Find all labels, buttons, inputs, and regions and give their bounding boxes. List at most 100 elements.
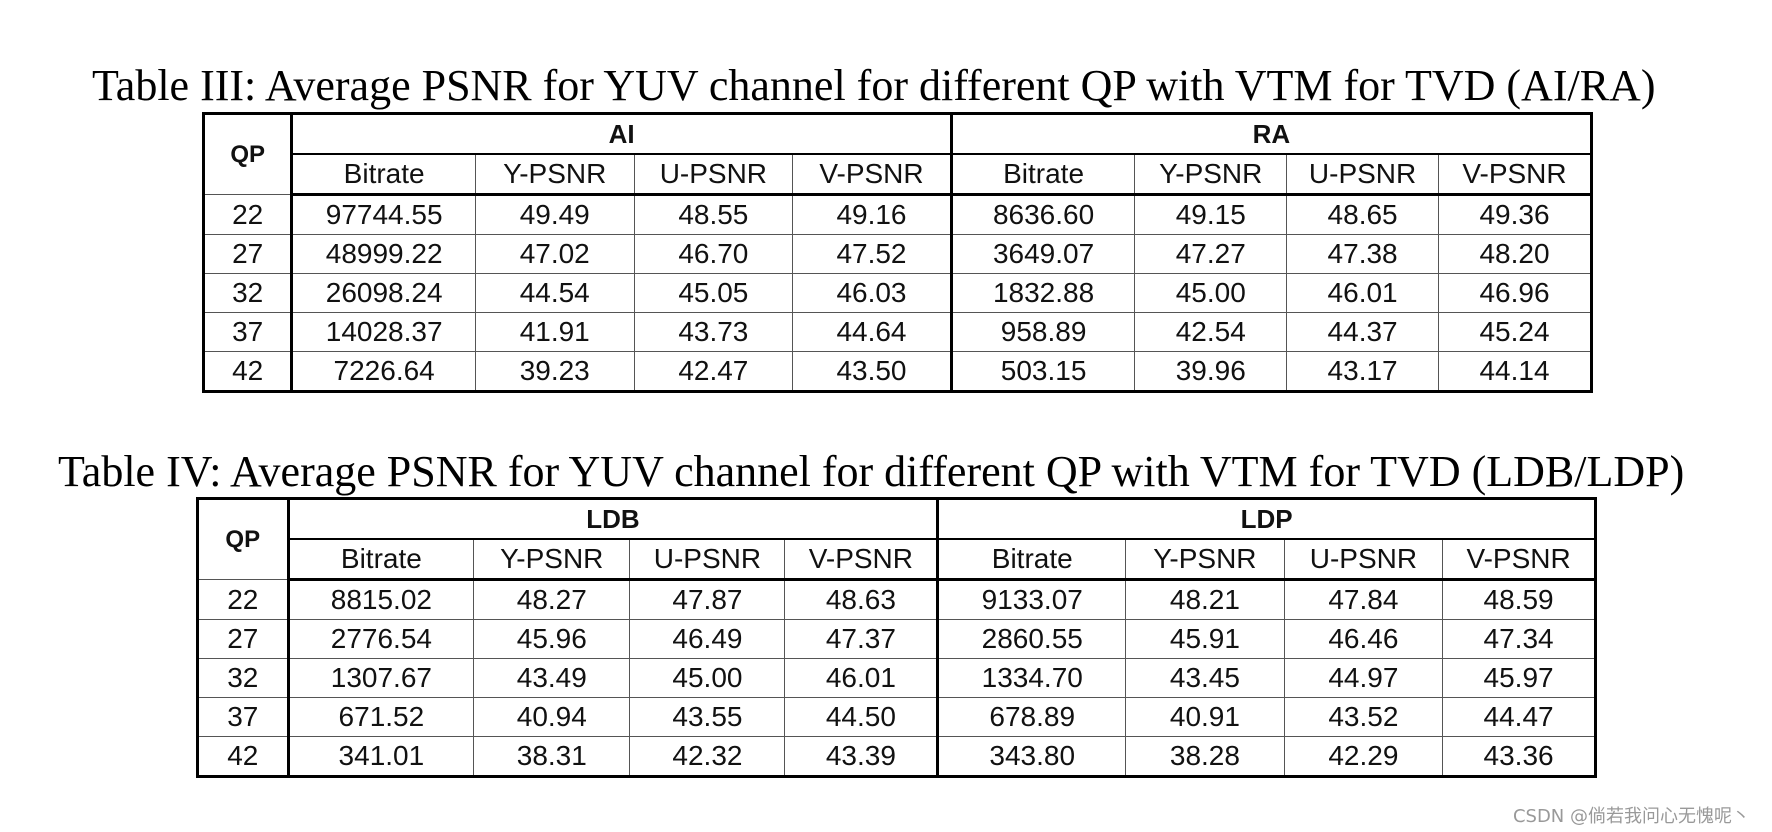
value-cell: 26098.24	[291, 273, 476, 313]
value-cell: 48.59	[1442, 579, 1596, 620]
value-cell: 8815.02	[287, 579, 475, 620]
psnr-table-ai-ra: QP AI RA Bitrate Y-PSNR U-PSNR V-PSNR Bitrate Y-…	[202, 112, 1593, 393]
value-cell: 44.97	[1283, 658, 1444, 698]
column-header: V-PSNR	[1442, 538, 1596, 581]
value-cell: 48.55	[633, 194, 794, 235]
value-cell: 48.65	[1286, 194, 1439, 235]
column-header: U-PSNR	[1286, 153, 1439, 196]
qp-cell: 42	[197, 736, 290, 777]
qp-cell: 27	[197, 619, 290, 659]
column-header-row: Bitrate Y-PSNR U-PSNR V-PSNR Bitrate Y-PSNR U-…	[204, 153, 1592, 196]
value-cell: 43.36	[1442, 736, 1596, 777]
value-cell: 48.27	[473, 579, 631, 620]
column-header: V-PSNR	[792, 153, 953, 196]
qp-cell: 32	[197, 658, 290, 698]
value-cell: 43.73	[633, 312, 794, 352]
value-cell: 47.37	[784, 619, 940, 659]
value-cell: 14028.37	[291, 312, 476, 352]
value-cell: 38.28	[1125, 736, 1285, 777]
value-cell: 46.96	[1438, 273, 1592, 313]
column-header: Bitrate	[291, 153, 476, 196]
value-cell: 44.14	[1438, 351, 1592, 392]
group-header: RA	[950, 113, 1593, 155]
value-cell: 43.45	[1125, 658, 1285, 698]
group-header: LDP	[937, 498, 1596, 540]
column-header: Bitrate	[287, 538, 475, 581]
qp-cell: 22	[202, 194, 294, 235]
value-cell: 8636.60	[950, 194, 1136, 235]
value-cell: 48999.22	[291, 234, 476, 274]
value-cell: 40.91	[1125, 697, 1285, 737]
qp-cell: 27	[202, 234, 294, 274]
value-cell: 9133.07	[937, 579, 1127, 620]
value-cell: 44.50	[784, 697, 940, 737]
qp-cell: 22	[197, 579, 290, 620]
qp-cell: 37	[202, 312, 294, 352]
value-cell: 48.20	[1438, 234, 1592, 274]
column-header-row: Bitrate Y-PSNR U-PSNR V-PSNR Bitrate Y-PSNR U-…	[198, 538, 1596, 581]
value-cell: 46.49	[629, 619, 786, 659]
value-cell: 44.64	[792, 312, 953, 352]
value-cell: 45.97	[1442, 658, 1596, 698]
table-row: 22 97744.55 49.49 48.55 49.16 8636.60 49.15 48.…	[202, 194, 1592, 235]
value-cell: 1334.70	[937, 658, 1127, 698]
value-cell: 341.01	[287, 736, 475, 777]
value-cell: 39.23	[474, 351, 635, 392]
value-cell: 46.03	[792, 273, 953, 313]
column-header: Y-PSNR	[1125, 538, 1285, 581]
value-cell: 678.89	[937, 697, 1127, 737]
table-row: 22 8815.02 48.27 47.87 48.63 9133.07 48.21 47.8…	[197, 579, 1596, 620]
qp-header: QP	[197, 498, 290, 580]
value-cell: 42.29	[1283, 736, 1444, 777]
value-cell: 46.01	[784, 658, 940, 698]
value-cell: 1832.88	[950, 273, 1136, 313]
value-cell: 48.63	[784, 579, 940, 620]
value-cell: 97744.55	[291, 194, 476, 235]
value-cell: 503.15	[950, 351, 1136, 392]
value-cell: 47.02	[474, 234, 635, 274]
watermark: CSDN @倘若我问心无愧呢丶	[1512, 806, 1750, 827]
value-cell: 44.54	[474, 273, 635, 313]
value-cell: 43.52	[1283, 697, 1444, 737]
table-caption: Table III: Average PSNR for YUV channel …	[92, 61, 1656, 110]
value-cell: 44.37	[1286, 312, 1439, 352]
value-cell: 41.91	[474, 312, 635, 352]
column-header: U-PSNR	[629, 538, 786, 581]
column-header: Y-PSNR	[473, 538, 631, 581]
value-cell: 45.24	[1438, 312, 1592, 352]
value-cell: 46.70	[633, 234, 794, 274]
value-cell: 47.27	[1134, 234, 1288, 274]
value-cell: 49.49	[474, 194, 635, 235]
table-row: 27 48999.22 47.02 46.70 47.52 3649.07 47.27 47.…	[202, 234, 1592, 274]
table-row: 32 26098.24 44.54 45.05 46.03 1832.88 45.00 46.…	[202, 273, 1592, 313]
value-cell: 7226.64	[291, 351, 476, 392]
value-cell: 3649.07	[950, 234, 1136, 274]
value-cell: 43.17	[1286, 351, 1439, 392]
table-row: 27 2776.54 45.96 46.49 47.37 2860.55 45.91 46.4…	[197, 619, 1596, 659]
table-row: 37 671.52 40.94 43.55 44.50 678.89 40.91 43.52 4…	[197, 697, 1596, 737]
value-cell: 47.34	[1442, 619, 1596, 659]
column-header: V-PSNR	[1438, 153, 1592, 196]
value-cell: 671.52	[287, 697, 475, 737]
table-row: 42 7226.64 39.23 42.47 43.50 503.15 39.96 43.17…	[202, 351, 1592, 392]
column-header: Bitrate	[950, 153, 1136, 196]
value-cell: 45.00	[629, 658, 786, 698]
value-cell: 49.15	[1134, 194, 1288, 235]
value-cell: 49.16	[792, 194, 953, 235]
value-cell: 49.36	[1438, 194, 1592, 235]
value-cell: 43.55	[629, 697, 786, 737]
table-row: 42 341.01 38.31 42.32 43.39 343.80 38.28 42.29 4…	[197, 736, 1596, 777]
value-cell: 42.47	[633, 351, 794, 392]
value-cell: 42.32	[629, 736, 786, 777]
table-row: 32 1307.67 43.49 45.00 46.01 1334.70 43.45 44.9…	[197, 658, 1596, 698]
group-header: LDB	[287, 498, 940, 540]
value-cell: 45.05	[633, 273, 794, 313]
value-cell: 44.47	[1442, 697, 1596, 737]
value-cell: 958.89	[950, 312, 1136, 352]
value-cell: 38.31	[473, 736, 631, 777]
psnr-table-ldb-ldp: QP LDB LDP Bitrate Y-PSNR U-PSNR V-PSNR Bitrate…	[196, 497, 1597, 778]
value-cell: 43.49	[473, 658, 631, 698]
value-cell: 39.96	[1134, 351, 1288, 392]
column-header: Y-PSNR	[474, 153, 635, 196]
table-caption: Table IV: Average PSNR for YUV channel f…	[58, 447, 1685, 496]
